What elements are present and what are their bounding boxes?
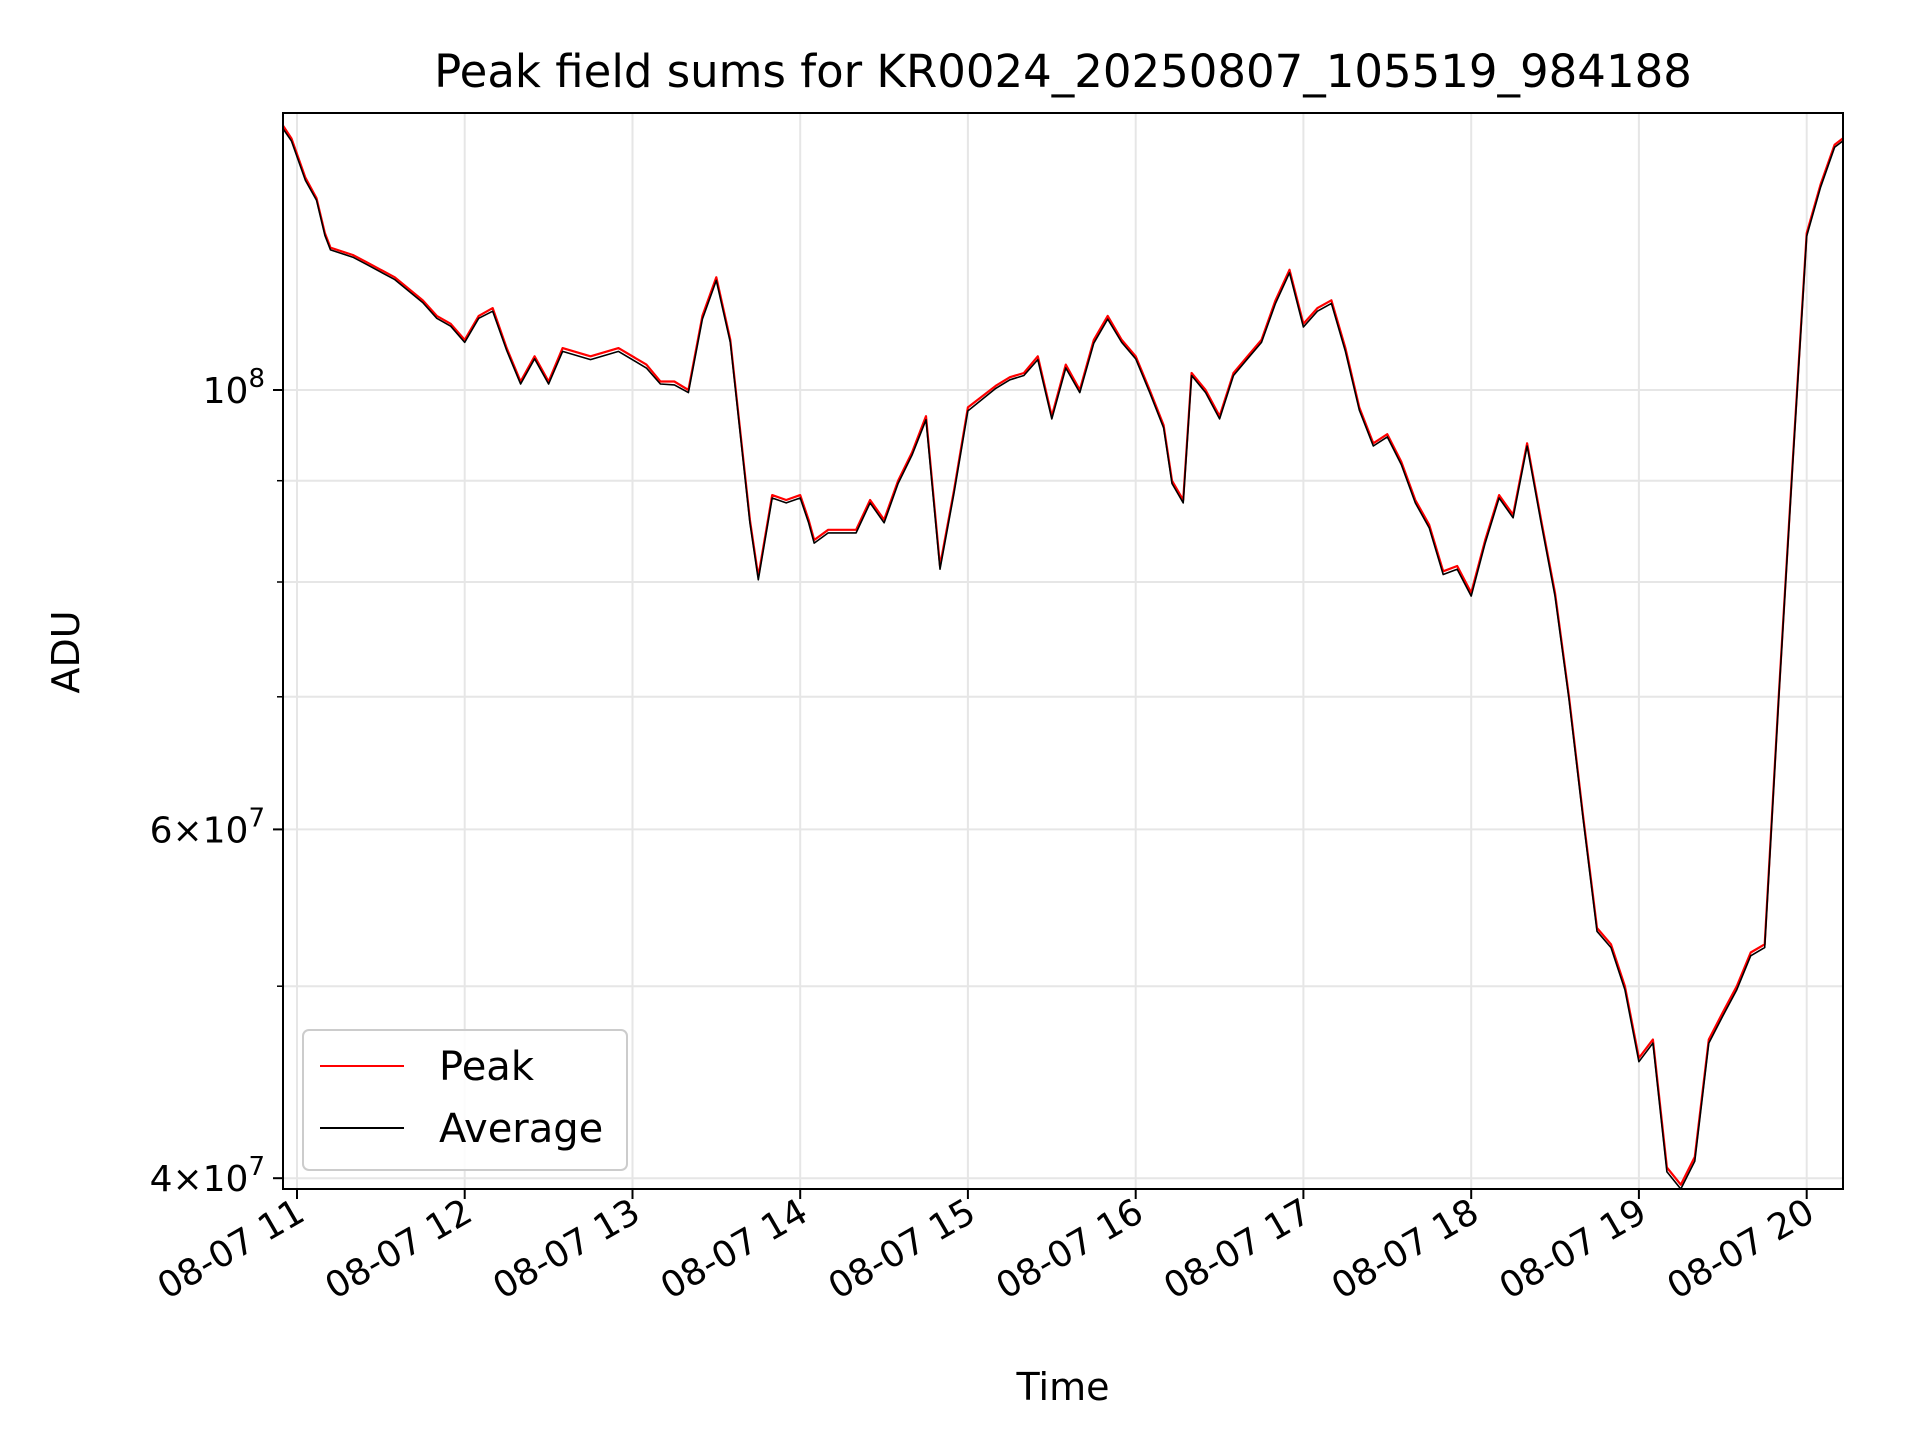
y-axis-ticks: 4×107 6×107 108 xyxy=(150,364,283,1200)
y-tick-label: 6×107 xyxy=(150,803,265,851)
y-tick-label: 108 xyxy=(203,364,265,412)
y-tick-label: 4×107 xyxy=(150,1152,265,1200)
series-line-average xyxy=(282,128,1844,1190)
y-axis-label: ADU xyxy=(44,610,88,693)
legend-average-label: Average xyxy=(439,1106,603,1152)
chart-title: Peak field sums for KR0024_20250807_1055… xyxy=(434,45,1692,98)
legend: Peak Average xyxy=(302,1029,628,1171)
legend-peak-label: Peak xyxy=(439,1044,535,1090)
plot-frame xyxy=(282,112,1844,1190)
x-axis-label: Time xyxy=(1016,1365,1110,1409)
grid xyxy=(283,113,1843,1189)
series-lines xyxy=(282,124,1844,1190)
